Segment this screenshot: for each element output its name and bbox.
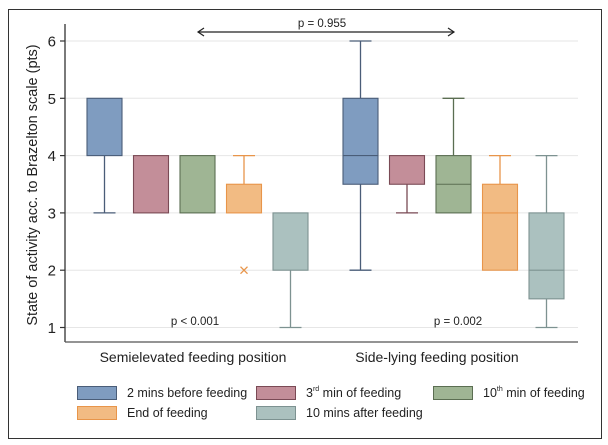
x-category-label-side-lying: Side-lying feeding position — [355, 349, 518, 365]
legend-swatch-green — [433, 386, 473, 400]
p-value-side-lying: p = 0.002 — [434, 316, 482, 328]
arrow-head-left — [196, 27, 205, 37]
legend-swatch-blue — [77, 386, 117, 400]
box-3-0 — [225, 154, 263, 275]
legend-item-10-mins-after: 10 mins after feeding — [256, 406, 423, 420]
legend-label: 3rd min of feeding — [306, 386, 402, 400]
iqr-box — [272, 212, 309, 271]
box-3-1 — [481, 154, 519, 271]
iqr-box — [481, 183, 519, 271]
axes — [64, 24, 578, 343]
iqr-box — [179, 155, 216, 214]
box-1-0 — [132, 155, 170, 214]
legend-item-10th-min: 10th min of feeding — [433, 386, 585, 400]
box-0-1 — [342, 40, 379, 271]
legend-label: 10th min of feeding — [483, 386, 585, 400]
p-value-semielevated: p < 0.001 — [171, 316, 219, 328]
y-tick-label: 5 — [48, 91, 56, 108]
box-4-1 — [528, 154, 565, 329]
iqr-box — [528, 212, 565, 300]
legend-swatch-pink — [256, 386, 296, 400]
legend-item-3rd-min: 3rd min of feeding — [256, 386, 401, 400]
iqr-box — [388, 155, 426, 185]
iqr-box — [342, 97, 379, 185]
p-value-between-positions: p = 0.955 — [298, 18, 346, 30]
outlier-marker — [240, 266, 248, 275]
arrow-head-right — [447, 27, 456, 37]
iqr-box — [225, 183, 263, 214]
legend-item-end-of-feeding: End of feeding — [77, 406, 208, 420]
box-2-1 — [435, 97, 472, 214]
legend-item-2-mins-before: 2 mins before feeding — [77, 386, 247, 400]
comparison-arrow: p = 0.955 — [196, 18, 456, 37]
legend-label: End of feeding — [127, 406, 208, 420]
y-tick-label: 4 — [48, 148, 56, 165]
y-tick-label: 1 — [48, 320, 56, 337]
iqr-box — [86, 97, 123, 157]
figure-frame — [8, 9, 602, 439]
y-tick-label: 2 — [48, 263, 56, 280]
y-tick-label: 6 — [48, 34, 56, 51]
box-2-0 — [179, 155, 216, 214]
boxes-layer — [86, 40, 565, 329]
y-tick-label: 3 — [48, 205, 56, 222]
legend-label: 2 mins before feeding — [127, 386, 248, 400]
x-category-label-semielevated: Semielevated feeding position — [100, 349, 287, 365]
y-ticks: 1 2 3 4 5 6 — [48, 34, 65, 337]
y-axis-label: State of activity acc. to Brazelton scal… — [25, 44, 41, 325]
legend-swatch-teal — [256, 406, 296, 420]
legend-label: 10 mins after feeding — [306, 406, 423, 420]
legend-swatch-orange — [77, 406, 117, 420]
box-0-0 — [86, 97, 123, 214]
box-1-1 — [388, 155, 426, 214]
iqr-box — [132, 155, 170, 214]
box-4-0 — [272, 212, 309, 329]
